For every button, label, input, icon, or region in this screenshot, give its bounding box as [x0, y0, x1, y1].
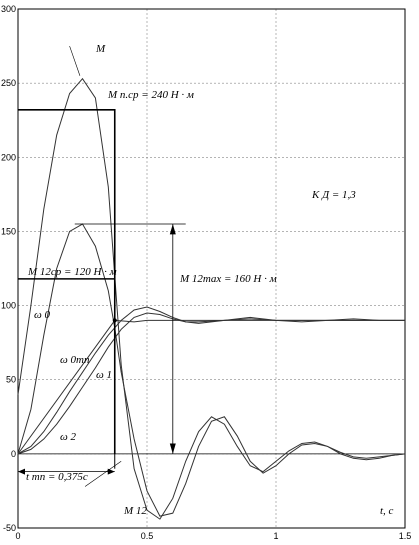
label-omega0-mean: ω 0тп: [60, 354, 90, 366]
t-start-arrowhead-left: [18, 468, 25, 475]
leader-m12: [84, 461, 122, 487]
label-omega2: ω 2: [60, 431, 77, 443]
x-tick-label: 1: [273, 531, 278, 541]
series-omega2: [17, 312, 405, 455]
step-m-avg: [18, 109, 116, 454]
m12-max-arrowhead-bottom: [169, 443, 176, 454]
y-tick-label: -50: [3, 523, 16, 533]
series-layer: [17, 77, 406, 520]
label-t-start: t тп = 0,375с: [26, 471, 88, 483]
label-m12: M 12: [123, 505, 147, 517]
m12-max-arrowhead-top: [169, 224, 176, 235]
label-k: K Д = 1,3: [311, 189, 356, 201]
x-tick-label: 0.5: [141, 531, 154, 541]
y-tick-label: 300: [1, 4, 16, 14]
y-tick-label: 50: [6, 375, 16, 385]
label-m: M: [95, 43, 106, 55]
y-tick-label: 0: [11, 449, 16, 459]
label-m12-avg: M 12ср = 120 Н · м: [27, 266, 117, 278]
series-omega1: [17, 306, 405, 455]
x-tick-label: 0: [15, 531, 20, 541]
overlay-layer: [18, 45, 186, 487]
y-tick-label: 250: [1, 78, 16, 88]
y-tick-label: 200: [1, 152, 16, 162]
y-tick-label: 150: [1, 226, 16, 236]
series-omega0: [17, 319, 405, 455]
series-m12: [17, 223, 406, 517]
plot-frame: [17, 8, 406, 529]
x-axis-label: t, c: [380, 505, 394, 517]
t-start-arrowhead-right: [107, 468, 115, 475]
label-m12-max: M 12max = 160 Н · м: [179, 273, 277, 285]
leader-m: [69, 45, 81, 76]
label-omega0: ω 0: [34, 309, 51, 321]
y-tick-label: 100: [1, 301, 16, 311]
label-m-avg: M п.ср = 240 Н · м: [107, 89, 194, 101]
label-omega1: ω 1: [96, 369, 112, 381]
intersection-point: [112, 318, 117, 323]
series-m: [17, 77, 406, 520]
x-tick-label: 1.5: [399, 531, 412, 541]
